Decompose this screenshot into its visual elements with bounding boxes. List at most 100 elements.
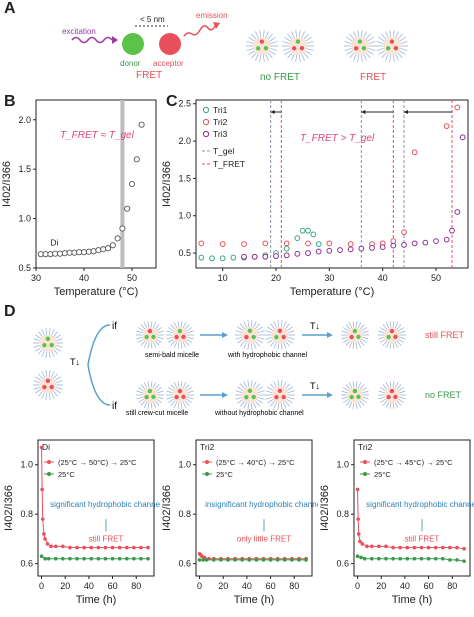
y-tick-label: 1.0 bbox=[178, 460, 191, 470]
micelle-corona bbox=[346, 37, 353, 42]
y-tick-label: 1.0 bbox=[178, 211, 191, 221]
data-point bbox=[82, 545, 86, 550]
micelle-corona bbox=[380, 387, 386, 392]
y-axis-label: I402/I366 bbox=[1, 161, 13, 207]
micelle-corona bbox=[298, 30, 301, 38]
legend-marker bbox=[363, 472, 367, 476]
data-point-tri3 bbox=[379, 244, 386, 250]
micelle-corona bbox=[37, 390, 43, 397]
micelle-corona bbox=[138, 327, 144, 332]
x-tick-label: 80 bbox=[447, 581, 457, 591]
micelle-corona bbox=[398, 387, 404, 392]
legend-marker bbox=[47, 472, 51, 476]
y-tick-label: 0.5 bbox=[178, 248, 191, 258]
micelle-corona bbox=[140, 400, 146, 406]
micelle-corona bbox=[267, 386, 274, 391]
data-point bbox=[103, 545, 108, 550]
micelle-corona bbox=[396, 324, 402, 330]
micelle-corona bbox=[262, 54, 265, 62]
micelle-corona bbox=[253, 381, 257, 388]
data-point-tri3 bbox=[294, 250, 301, 257]
data-point-tri3 bbox=[411, 240, 418, 247]
micelle-corona bbox=[41, 392, 45, 399]
x-axis-label: Temperature (°C) bbox=[290, 286, 374, 298]
micelle-corona bbox=[168, 398, 174, 403]
micelle-corona bbox=[269, 383, 275, 390]
x-tick-label: 60 bbox=[266, 581, 276, 591]
panel-letter-a: A bbox=[4, 0, 16, 17]
data-point-tri3 bbox=[337, 247, 343, 253]
y-tick-label: 0.8 bbox=[20, 509, 33, 519]
micelle-corona bbox=[359, 384, 365, 390]
micelle-corona bbox=[45, 328, 48, 335]
micelle-corona bbox=[187, 390, 194, 394]
micelle-corona bbox=[286, 399, 293, 404]
micelle-corona bbox=[147, 321, 150, 328]
micelle-corona bbox=[140, 340, 146, 346]
data-point-di bbox=[104, 245, 112, 252]
data-point-tri3 bbox=[273, 253, 279, 259]
data-point-tri2 bbox=[283, 240, 290, 247]
arrowhead-top-1 bbox=[222, 332, 228, 338]
micelle-corona bbox=[282, 48, 290, 51]
micelle-corona bbox=[355, 402, 358, 409]
micelle-corona bbox=[235, 390, 243, 394]
micelle-corona bbox=[180, 381, 183, 388]
excitation-label: excitation bbox=[62, 27, 96, 36]
micelle-corona bbox=[147, 342, 150, 349]
micelle-corona bbox=[51, 392, 55, 399]
fret-label: FRET bbox=[136, 70, 162, 81]
micelle-corona bbox=[182, 401, 187, 408]
x-axis-label: Time (h) bbox=[234, 594, 275, 606]
data-point bbox=[254, 558, 259, 562]
panel-letter-d: D bbox=[4, 303, 16, 320]
x-tick-label: 60 bbox=[424, 581, 434, 591]
dye-dot bbox=[151, 394, 156, 400]
micelle-corona bbox=[170, 340, 176, 346]
x-tick-label: 0 bbox=[355, 581, 360, 591]
dye-dot bbox=[281, 334, 286, 340]
chart-title: Tri2 bbox=[358, 442, 373, 452]
data-point-tri1 bbox=[315, 241, 322, 248]
micelle-corona bbox=[235, 396, 243, 400]
data-point-tri1 bbox=[305, 227, 311, 234]
micelle-corona bbox=[177, 321, 180, 328]
micelle-corona bbox=[384, 31, 389, 39]
micelle-corona bbox=[237, 339, 244, 344]
micelle-corona bbox=[343, 387, 349, 392]
data-point bbox=[448, 558, 452, 562]
micelle-corona bbox=[45, 393, 48, 400]
data-point bbox=[146, 545, 150, 550]
micelle-corona bbox=[184, 340, 190, 346]
data-point-tri3 bbox=[443, 236, 450, 243]
micelle-corona bbox=[382, 340, 388, 346]
micelle-corona bbox=[152, 322, 157, 329]
data-point bbox=[43, 537, 47, 541]
micelle-corona bbox=[251, 52, 257, 59]
excitation-arrowhead bbox=[112, 36, 118, 44]
data-point-di bbox=[109, 242, 116, 249]
micelle-corona bbox=[394, 401, 399, 408]
data-point bbox=[39, 554, 44, 559]
dye-dot bbox=[251, 394, 256, 400]
dye-dot bbox=[393, 394, 398, 400]
dye-dot bbox=[291, 46, 297, 51]
micelle-corona bbox=[349, 52, 355, 59]
x-tick-label: 0 bbox=[39, 581, 44, 591]
data-point-tri3 bbox=[454, 209, 461, 215]
micelle-corona bbox=[154, 384, 160, 390]
micelle-corona bbox=[359, 324, 365, 330]
chart-d3: 0 20 40 60 80 0.6 0.8 1.0 Time (h) I402/I366 Tri2(… bbox=[319, 439, 474, 606]
micelle-corona bbox=[341, 330, 348, 334]
acceptor-circle bbox=[159, 33, 181, 55]
legend-label: (25°C → 45°C) → 25°C bbox=[374, 458, 453, 467]
micelle-corona bbox=[237, 326, 244, 331]
dye-dot bbox=[147, 328, 153, 334]
data-point-tri3 bbox=[433, 238, 439, 245]
micelle-corona bbox=[361, 387, 367, 392]
distance-label: < 5 nm bbox=[140, 15, 165, 24]
data-point bbox=[365, 544, 369, 549]
micelle-corona bbox=[186, 327, 192, 332]
micelle-corona bbox=[54, 347, 61, 352]
dye-dot bbox=[244, 334, 249, 340]
